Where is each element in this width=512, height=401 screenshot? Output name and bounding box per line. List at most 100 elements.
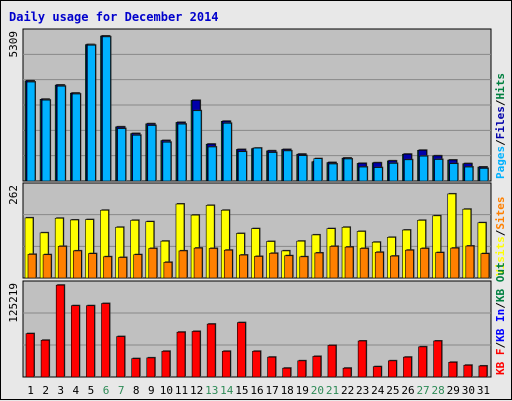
x-tick-label: 10 — [160, 384, 173, 397]
x-tick-label: 17 — [265, 384, 278, 397]
pages-bar — [102, 36, 111, 182]
x-tick-label: 22 — [341, 384, 354, 397]
x-tick-label: 20 — [311, 384, 324, 397]
kb-f-bar — [191, 331, 201, 378]
kb-f-bar — [161, 350, 171, 378]
x-tick-label: 27 — [416, 384, 429, 397]
kb-f-bar — [478, 365, 488, 378]
kb-f-bar — [146, 357, 156, 378]
pages-bar — [328, 163, 338, 182]
x-tick-label: 29 — [447, 384, 460, 397]
sites-bar — [239, 254, 248, 279]
legend-2: Visits/Sites — [494, 197, 507, 277]
sites-bar — [359, 248, 369, 279]
kb-f-bar — [372, 366, 382, 378]
pages-bar — [268, 152, 277, 182]
legend-entry: / — [494, 229, 507, 236]
pages-bar — [147, 125, 157, 182]
sites-bar — [405, 249, 414, 279]
kb-f-bar — [463, 364, 473, 378]
kb-f-bar — [176, 331, 186, 378]
sites-bar — [374, 251, 384, 279]
x-tick-label: 30 — [462, 384, 475, 397]
sites-bar — [390, 255, 399, 279]
sites-bar — [42, 254, 52, 279]
y-max-label: 262 — [7, 185, 20, 205]
sites-bar — [465, 245, 475, 279]
kb-f-bar — [70, 305, 80, 378]
x-tick-label: 28 — [432, 384, 445, 397]
sites-bar — [88, 253, 97, 279]
pages-bar — [479, 168, 489, 182]
x-tick-label: 18 — [281, 384, 294, 397]
sites-bar — [344, 246, 354, 279]
x-tick-label: 13 — [205, 384, 218, 397]
sites-bar — [148, 248, 158, 279]
pages-bar — [41, 99, 51, 182]
kb-f-bar — [252, 350, 261, 378]
legend-entry: KB F — [494, 349, 507, 376]
legend-entry: Pages — [494, 146, 507, 179]
pages-bar — [253, 147, 262, 182]
x-tick-label: 4 — [73, 384, 80, 397]
kb-f-bar — [101, 303, 110, 378]
pages-bar — [373, 167, 383, 182]
x-tick-label: 14 — [220, 384, 234, 397]
sites-bar — [284, 255, 293, 279]
sites-bar — [72, 250, 82, 279]
pages-bar — [132, 134, 141, 182]
sites-bar — [254, 256, 263, 279]
x-tick-label: 7 — [118, 384, 125, 397]
kb-f-bar — [40, 339, 50, 378]
sites-bar — [163, 262, 173, 279]
kb-f-bar — [131, 358, 140, 378]
legend-entry: Visits — [494, 236, 507, 276]
sites-bar — [103, 256, 112, 279]
sites-bar — [314, 252, 324, 279]
kb-f-bar — [433, 340, 442, 378]
pages-bar — [207, 146, 217, 182]
sites-bar — [57, 246, 67, 279]
pages-bar — [313, 158, 323, 182]
legend-entry: / — [494, 139, 507, 146]
pages-bar — [117, 128, 126, 182]
x-tick-label: 24 — [371, 384, 385, 397]
sites-bar — [133, 254, 142, 279]
legend-entry: KB Out — [494, 262, 507, 302]
x-tick-label: 8 — [133, 384, 140, 397]
kb-f-bar — [206, 323, 216, 378]
pages-bar — [238, 151, 247, 182]
pages-bar — [222, 122, 232, 182]
y-max-label: 125219 — [7, 283, 20, 323]
x-tick-label: 3 — [57, 384, 64, 397]
pages-bar — [56, 85, 66, 182]
x-tick-label: 9 — [148, 384, 155, 397]
pages-bar — [177, 123, 187, 182]
kb-f-bar — [403, 356, 412, 378]
pages-bar — [358, 166, 368, 182]
x-tick-label: 16 — [250, 384, 263, 397]
pages-bar — [87, 44, 96, 182]
pages-bar — [71, 93, 81, 182]
pages-bar — [449, 163, 459, 182]
kb-f-bar — [297, 360, 307, 378]
x-tick-label: 21 — [326, 384, 339, 397]
x-tick-label: 5 — [88, 384, 95, 397]
x-tick-label: 12 — [190, 384, 203, 397]
kb-f-bar — [86, 305, 95, 378]
y-max-label: 5309 — [7, 31, 20, 58]
sites-bar — [269, 253, 278, 279]
kb-f-bar — [448, 362, 458, 378]
kb-f-bar — [267, 356, 276, 378]
sites-bar — [27, 254, 37, 279]
pages-bar — [283, 150, 292, 182]
kb-f-bar — [312, 356, 322, 378]
kb-f-bar — [418, 346, 427, 378]
sites-bar — [178, 250, 188, 279]
legend-entry: / — [494, 99, 507, 106]
sites-bar — [299, 256, 309, 279]
legend-3: KB F/KB In/KB Out — [494, 262, 507, 375]
pages-bar — [298, 155, 308, 182]
sites-bar — [193, 247, 203, 279]
